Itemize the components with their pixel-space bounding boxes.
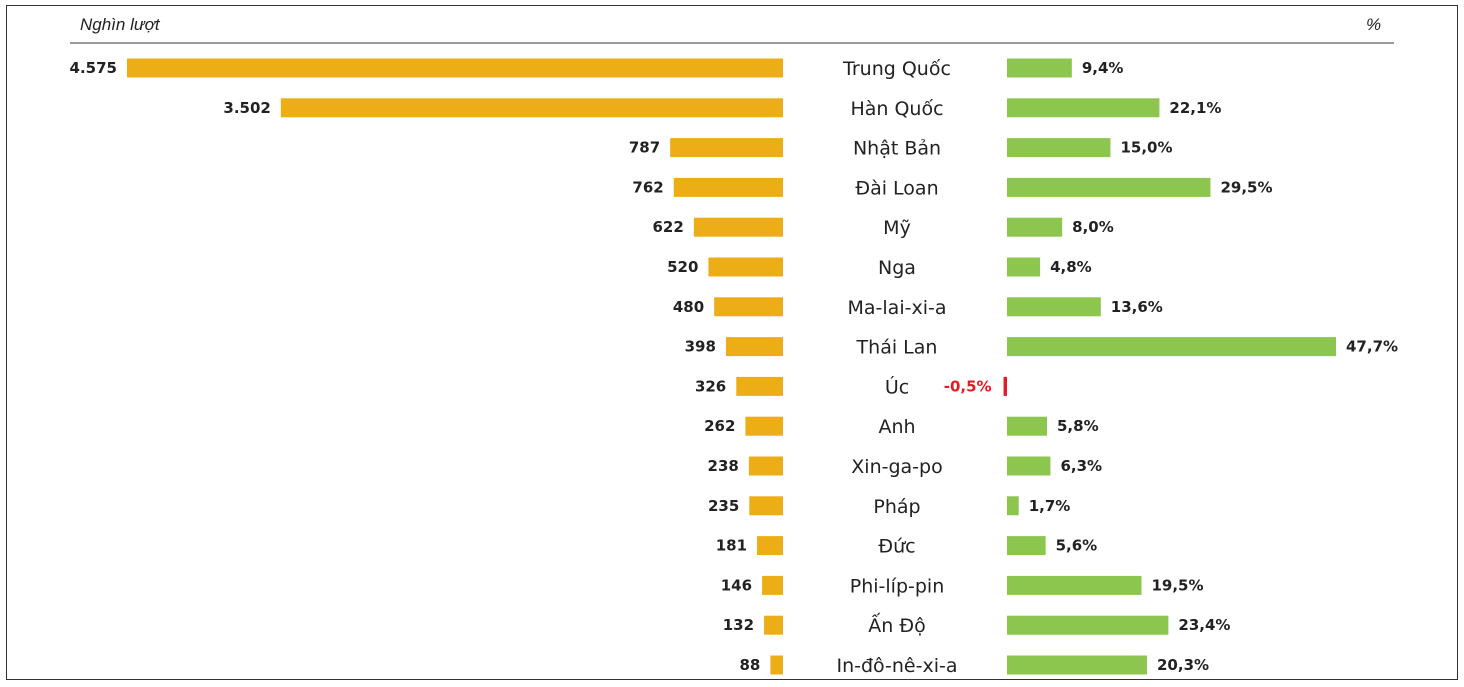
left-value-label: 262 bbox=[704, 417, 735, 435]
left-unit-label: Nghìn lượt bbox=[80, 15, 160, 34]
right-bar bbox=[1007, 217, 1063, 237]
right-bar bbox=[1007, 615, 1169, 635]
right-bar bbox=[1007, 575, 1142, 595]
left-bar bbox=[770, 655, 783, 675]
category-label: Đài Loan bbox=[855, 177, 938, 199]
right-value-label: 9,4% bbox=[1082, 59, 1124, 77]
left-value-label: 3.502 bbox=[223, 99, 270, 117]
left-bar bbox=[725, 337, 783, 357]
left-bar bbox=[762, 575, 783, 595]
left-bar bbox=[673, 177, 783, 197]
left-value-label: 238 bbox=[708, 457, 739, 475]
left-value-label: 480 bbox=[673, 298, 704, 316]
right-value-label: 4,8% bbox=[1050, 258, 1092, 276]
left-value-label: 88 bbox=[740, 656, 761, 674]
right-value-label: 13,6% bbox=[1111, 298, 1163, 316]
right-bar bbox=[1007, 456, 1051, 476]
left-value-label: 398 bbox=[685, 338, 716, 356]
right-bar bbox=[1007, 58, 1072, 78]
right-value-label: 20,3% bbox=[1157, 656, 1209, 674]
left-bar bbox=[764, 615, 783, 635]
left-bar bbox=[127, 58, 783, 78]
right-value-label: 47,7% bbox=[1346, 338, 1398, 356]
category-label: Nhật Bản bbox=[853, 138, 941, 160]
left-value-label: 235 bbox=[708, 497, 739, 515]
right-bar bbox=[1007, 257, 1041, 277]
left-value-label: 762 bbox=[632, 178, 663, 196]
category-label: Ấn Độ bbox=[868, 612, 925, 637]
left-bar bbox=[745, 416, 783, 436]
right-bar bbox=[1007, 297, 1101, 317]
left-bar bbox=[714, 297, 783, 317]
right-bar bbox=[1007, 655, 1148, 675]
category-label: Pháp bbox=[873, 496, 920, 518]
left-bar bbox=[670, 138, 783, 158]
left-value-label: 326 bbox=[695, 377, 726, 395]
category-label: Hàn Quốc bbox=[850, 98, 943, 120]
left-value-label: 146 bbox=[721, 576, 752, 594]
right-value-label: 19,5% bbox=[1151, 576, 1203, 594]
category-label: Úc bbox=[885, 374, 909, 398]
right-bar bbox=[1007, 536, 1046, 556]
right-bar bbox=[1007, 337, 1336, 357]
left-value-label: 787 bbox=[629, 139, 660, 157]
left-bar bbox=[736, 376, 783, 396]
right-value-label: 5,8% bbox=[1057, 417, 1099, 435]
right-value-label: 29,5% bbox=[1220, 178, 1272, 196]
right-bar bbox=[1007, 416, 1048, 436]
category-label: Anh bbox=[878, 416, 915, 438]
top-rule bbox=[70, 42, 1394, 44]
category-label: Trung Quốc bbox=[842, 58, 951, 80]
right-bar bbox=[1007, 496, 1019, 516]
right-value-label-negative: -0,5% bbox=[944, 377, 992, 395]
right-bar bbox=[1007, 177, 1211, 197]
left-value-label: 4.575 bbox=[70, 59, 117, 77]
right-value-label: 23,4% bbox=[1178, 616, 1230, 634]
category-label: Nga bbox=[878, 257, 916, 279]
right-value-label: 22,1% bbox=[1169, 99, 1221, 117]
right-value-label: 5,6% bbox=[1056, 537, 1098, 555]
category-label: Ma-lai-xi-a bbox=[848, 297, 947, 319]
right-bar-negative bbox=[1003, 376, 1007, 396]
right-unit-label: % bbox=[1366, 15, 1382, 34]
category-label: Phi-líp-pin bbox=[850, 575, 945, 597]
left-bar bbox=[749, 496, 783, 516]
right-bar bbox=[1007, 138, 1111, 158]
category-label: In-đô-nê-xi-a bbox=[836, 655, 957, 677]
category-label: Mỹ bbox=[883, 217, 911, 239]
right-value-label: 6,3% bbox=[1060, 457, 1102, 475]
left-bar bbox=[708, 257, 783, 277]
right-value-label: 1,7% bbox=[1029, 497, 1071, 515]
category-label: Xin-ga-po bbox=[851, 456, 942, 478]
left-bar bbox=[280, 98, 783, 118]
right-value-label: 15,0% bbox=[1120, 139, 1172, 157]
left-value-label: 622 bbox=[653, 218, 684, 236]
left-value-label: 181 bbox=[716, 537, 747, 555]
left-value-label: 132 bbox=[723, 616, 754, 634]
category-label: Thái Lan bbox=[856, 337, 938, 359]
right-bar bbox=[1007, 98, 1160, 118]
left-bar bbox=[693, 217, 783, 237]
left-bar bbox=[757, 536, 783, 556]
category-label: Đức bbox=[878, 536, 915, 558]
left-value-label: 520 bbox=[667, 258, 698, 276]
right-value-label: 8,0% bbox=[1072, 218, 1114, 236]
left-bar bbox=[748, 456, 783, 476]
